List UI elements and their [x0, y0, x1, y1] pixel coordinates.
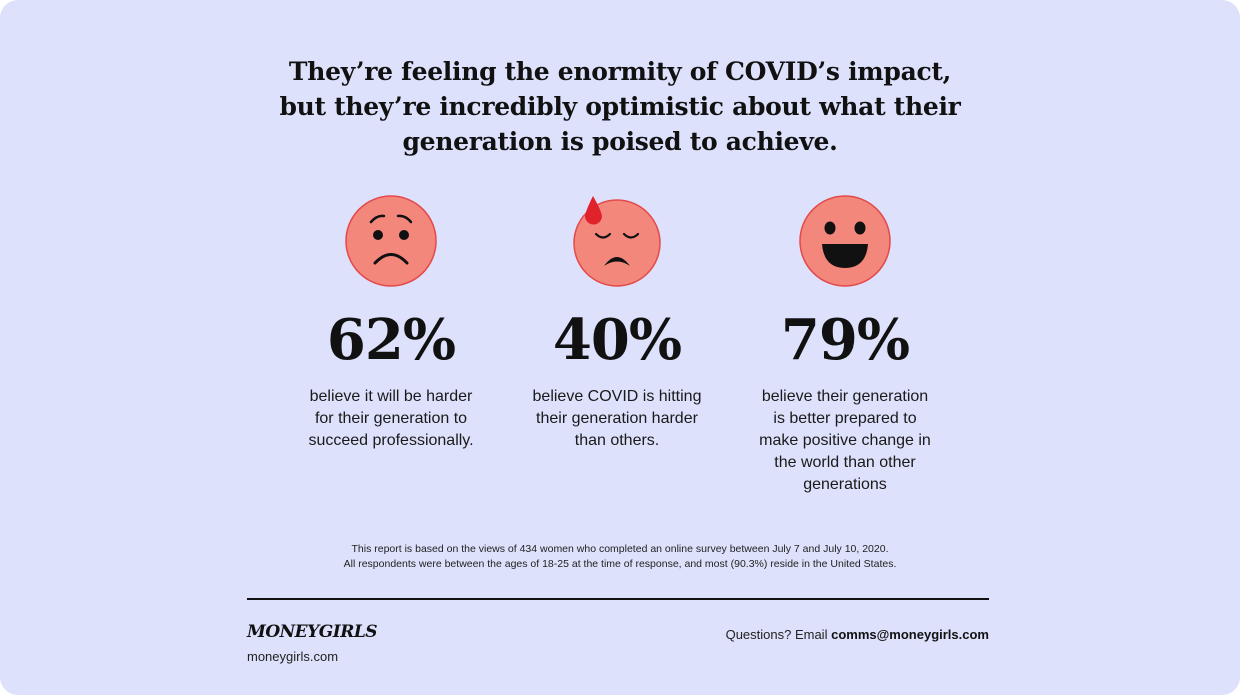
worried-face-icon: [345, 195, 437, 287]
footnote-line: This report is based on the views of 434…: [351, 543, 889, 555]
downcast-sweat-face-icon: [573, 196, 661, 287]
stat-harder-to-succeed: 62% believe it will be harder for their …: [271, 194, 511, 452]
stat-covid-hitting-harder: 40% believe COVID is hitting their gener…: [497, 194, 737, 452]
stat-percent: 62%: [326, 307, 456, 373]
contact-email-link[interactable]: comms@moneygirls.com: [831, 627, 989, 642]
headline-line-3: generation is poised to achieve.: [402, 127, 838, 156]
contact-prefix: Questions? Email: [725, 627, 828, 642]
headline: They’re feeling the enormity of COVID’s …: [0, 54, 1240, 159]
desc-line: for their generation to: [314, 410, 468, 427]
website-link[interactable]: moneygirls.com: [247, 649, 339, 664]
desc-line: the world than other: [774, 454, 916, 471]
stat-description: believe it will be harder for their gene…: [271, 386, 511, 452]
desc-line: generations: [803, 476, 887, 493]
desc-line: believe their generation: [761, 388, 929, 405]
desc-line: make positive change in: [759, 432, 931, 449]
desc-line: their generation harder: [536, 410, 698, 427]
headline-line-2: but they’re incredibly optimistic about …: [279, 92, 961, 121]
footer-divider: [247, 598, 989, 600]
stat-percent: 40%: [552, 307, 682, 373]
desc-line: believe it will be harder: [309, 388, 473, 405]
stat-percent: 79%: [780, 307, 910, 373]
footnote-line: All respondents were between the ages of…: [343, 558, 897, 570]
headline-line-1: They’re feeling the enormity of COVID’s …: [288, 57, 952, 86]
desc-line: than others.: [574, 432, 660, 449]
methodology-footnote: This report is based on the views of 434…: [0, 542, 1240, 572]
desc-line: believe COVID is hitting: [532, 388, 702, 405]
stat-description: believe their generation is better prepa…: [725, 386, 965, 496]
contact-line: Questions? Email comms@moneygirls.com: [726, 627, 989, 642]
grinning-face-icon: [799, 195, 891, 287]
desc-line: succeed professionally.: [308, 432, 474, 449]
stat-better-prepared: 79% believe their generation is better p…: [725, 194, 965, 496]
desc-line: is better prepared to: [773, 410, 917, 427]
brand-logo: MONEYGIRLS: [247, 622, 378, 642]
stat-description: believe COVID is hitting their generatio…: [497, 386, 737, 452]
